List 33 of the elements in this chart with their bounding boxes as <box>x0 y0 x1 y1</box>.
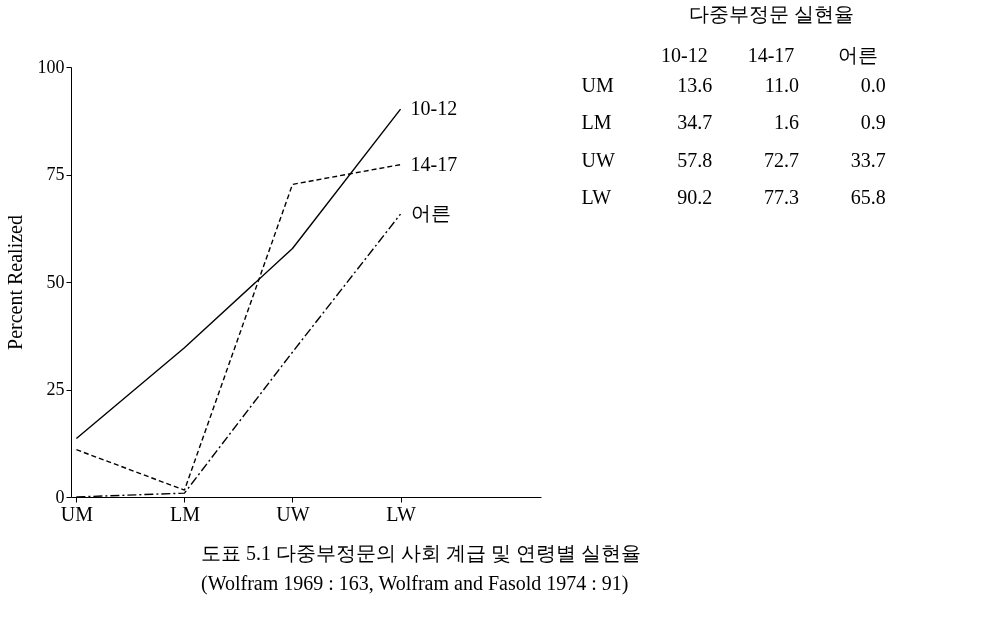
y-tick-label: 25 <box>46 379 65 399</box>
y-tick-label: 75 <box>46 164 65 184</box>
data-label: 33.7 <box>850 148 886 171</box>
text: 도표 5.1 다중부정문의 사회 계급 및 연령별 실현율 <box>201 542 641 564</box>
y-tick-label: 50 <box>46 271 65 292</box>
data-label: 90.2 <box>677 186 713 209</box>
data-label: 11.0 <box>764 73 799 96</box>
y-axis-title: Percent Realized <box>3 215 26 350</box>
data-label: 1.6 <box>774 111 799 134</box>
series-label: 10-12 <box>410 97 458 120</box>
series-label: 14-17 <box>410 152 458 175</box>
y-tick-label: LM <box>581 111 612 134</box>
data-label: 57.8 <box>677 148 713 171</box>
data-label: 72.7 <box>764 148 799 171</box>
y-tick-label: LW <box>581 186 612 209</box>
x-tick-label: 어른 <box>837 43 878 66</box>
x-tick-label: LM <box>169 502 201 525</box>
x-tick-label: UW <box>276 502 310 525</box>
data-label: 0.9 <box>860 111 886 134</box>
x-tick-label: LW <box>386 502 416 525</box>
text: (Wolfram 1969 : 163, Wolfram and Fasold 1974 : 91) <box>201 572 629 595</box>
y-tick-label: UM <box>581 73 614 96</box>
chart-title: 다중부정문 실현율 <box>688 3 854 25</box>
x-tick-label: 10-12 <box>661 43 708 66</box>
y-tick-label: UW <box>581 148 615 171</box>
y-tick-label: 100 <box>37 56 65 77</box>
series-label: 어른 <box>410 202 451 225</box>
data-label: 0.0 <box>860 73 886 96</box>
x-tick-label: 14-17 <box>747 43 795 66</box>
data-label: 77.3 <box>764 186 799 209</box>
data-label: 65.8 <box>850 186 886 209</box>
data-label: 13.6 <box>677 73 713 96</box>
data-label: 34.7 <box>677 111 713 134</box>
